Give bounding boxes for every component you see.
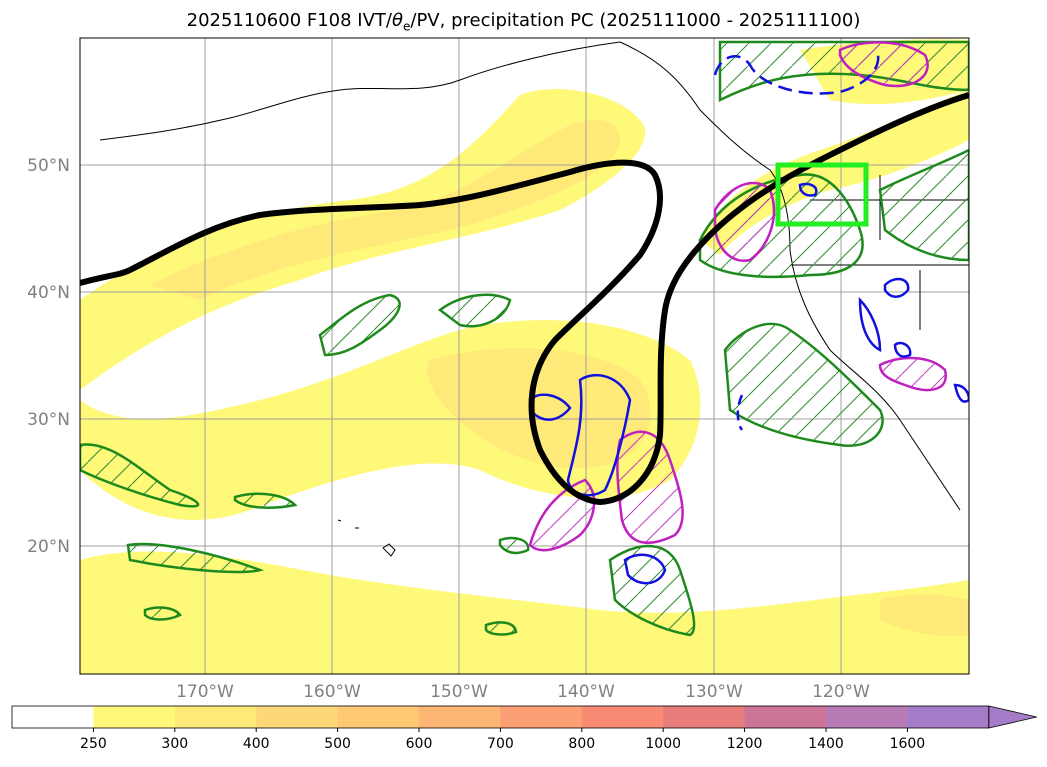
lat-label-40n: 40°N <box>27 283 70 303</box>
lat-label-20n: 20°N <box>27 537 70 557</box>
map-title: 2025110600 F108 IVT/θe/PV, precipitation… <box>186 10 861 34</box>
lon-label-140w: 140°W <box>557 682 615 702</box>
ivt-band-south <box>80 551 969 674</box>
colorbar-extend-arrow <box>988 705 1037 729</box>
focus-region-box <box>775 162 869 227</box>
lat-label-50n: 50°N <box>27 156 70 176</box>
colorbar-tick-label: 700 <box>487 736 514 752</box>
black-contour-line <box>80 92 969 506</box>
ivt-band-middle-core <box>427 348 651 469</box>
colorbar: 250 300 400 500 600 700 800 1000 1200 1400 1600 <box>11 705 1037 752</box>
colorbar-tick-label: 1000 <box>645 736 681 752</box>
colorbar-segment <box>337 706 420 728</box>
colorbar-segment <box>419 706 501 728</box>
lon-label-150w: 150°W <box>430 682 488 702</box>
colorbar-segment <box>174 706 257 728</box>
colorbar-segment <box>12 706 94 728</box>
colorbar-tick-label: 1200 <box>727 736 763 752</box>
colorbar-segment <box>500 706 583 728</box>
colorbar-segment <box>581 706 664 728</box>
colorbar-segment <box>93 706 176 728</box>
colorbar-segment <box>744 706 827 728</box>
ivt-band-south-core <box>880 594 969 637</box>
ivt-shading <box>80 39 969 674</box>
lat-label-30n: 30°N <box>27 410 70 430</box>
colorbar-tick-label: 300 <box>161 736 188 752</box>
colorbar-segment <box>826 706 908 728</box>
theta-e-contours <box>528 54 969 585</box>
ivt-band-north-core <box>150 119 620 301</box>
colorbar-segment <box>907 706 990 728</box>
colorbar-segment <box>256 706 339 728</box>
lon-label-120w: 120°W <box>812 682 870 702</box>
colorbar-tick-label: 1400 <box>808 736 844 752</box>
colorbar-tick-label: 500 <box>324 736 351 752</box>
lon-label-170w: 170°W <box>176 682 234 702</box>
lon-label-160w: 160°W <box>303 682 361 702</box>
colorbar-tick-label: 600 <box>406 736 433 752</box>
colorbar-tick-label: 1600 <box>890 736 926 752</box>
colorbar-segment <box>663 706 746 728</box>
colorbar-tick-label: 400 <box>243 736 270 752</box>
colorbar-tick-label: 800 <box>568 736 595 752</box>
map-border <box>79 37 970 675</box>
lon-label-130w: 130°W <box>685 682 743 702</box>
colorbar-tick-label: 250 <box>80 736 107 752</box>
